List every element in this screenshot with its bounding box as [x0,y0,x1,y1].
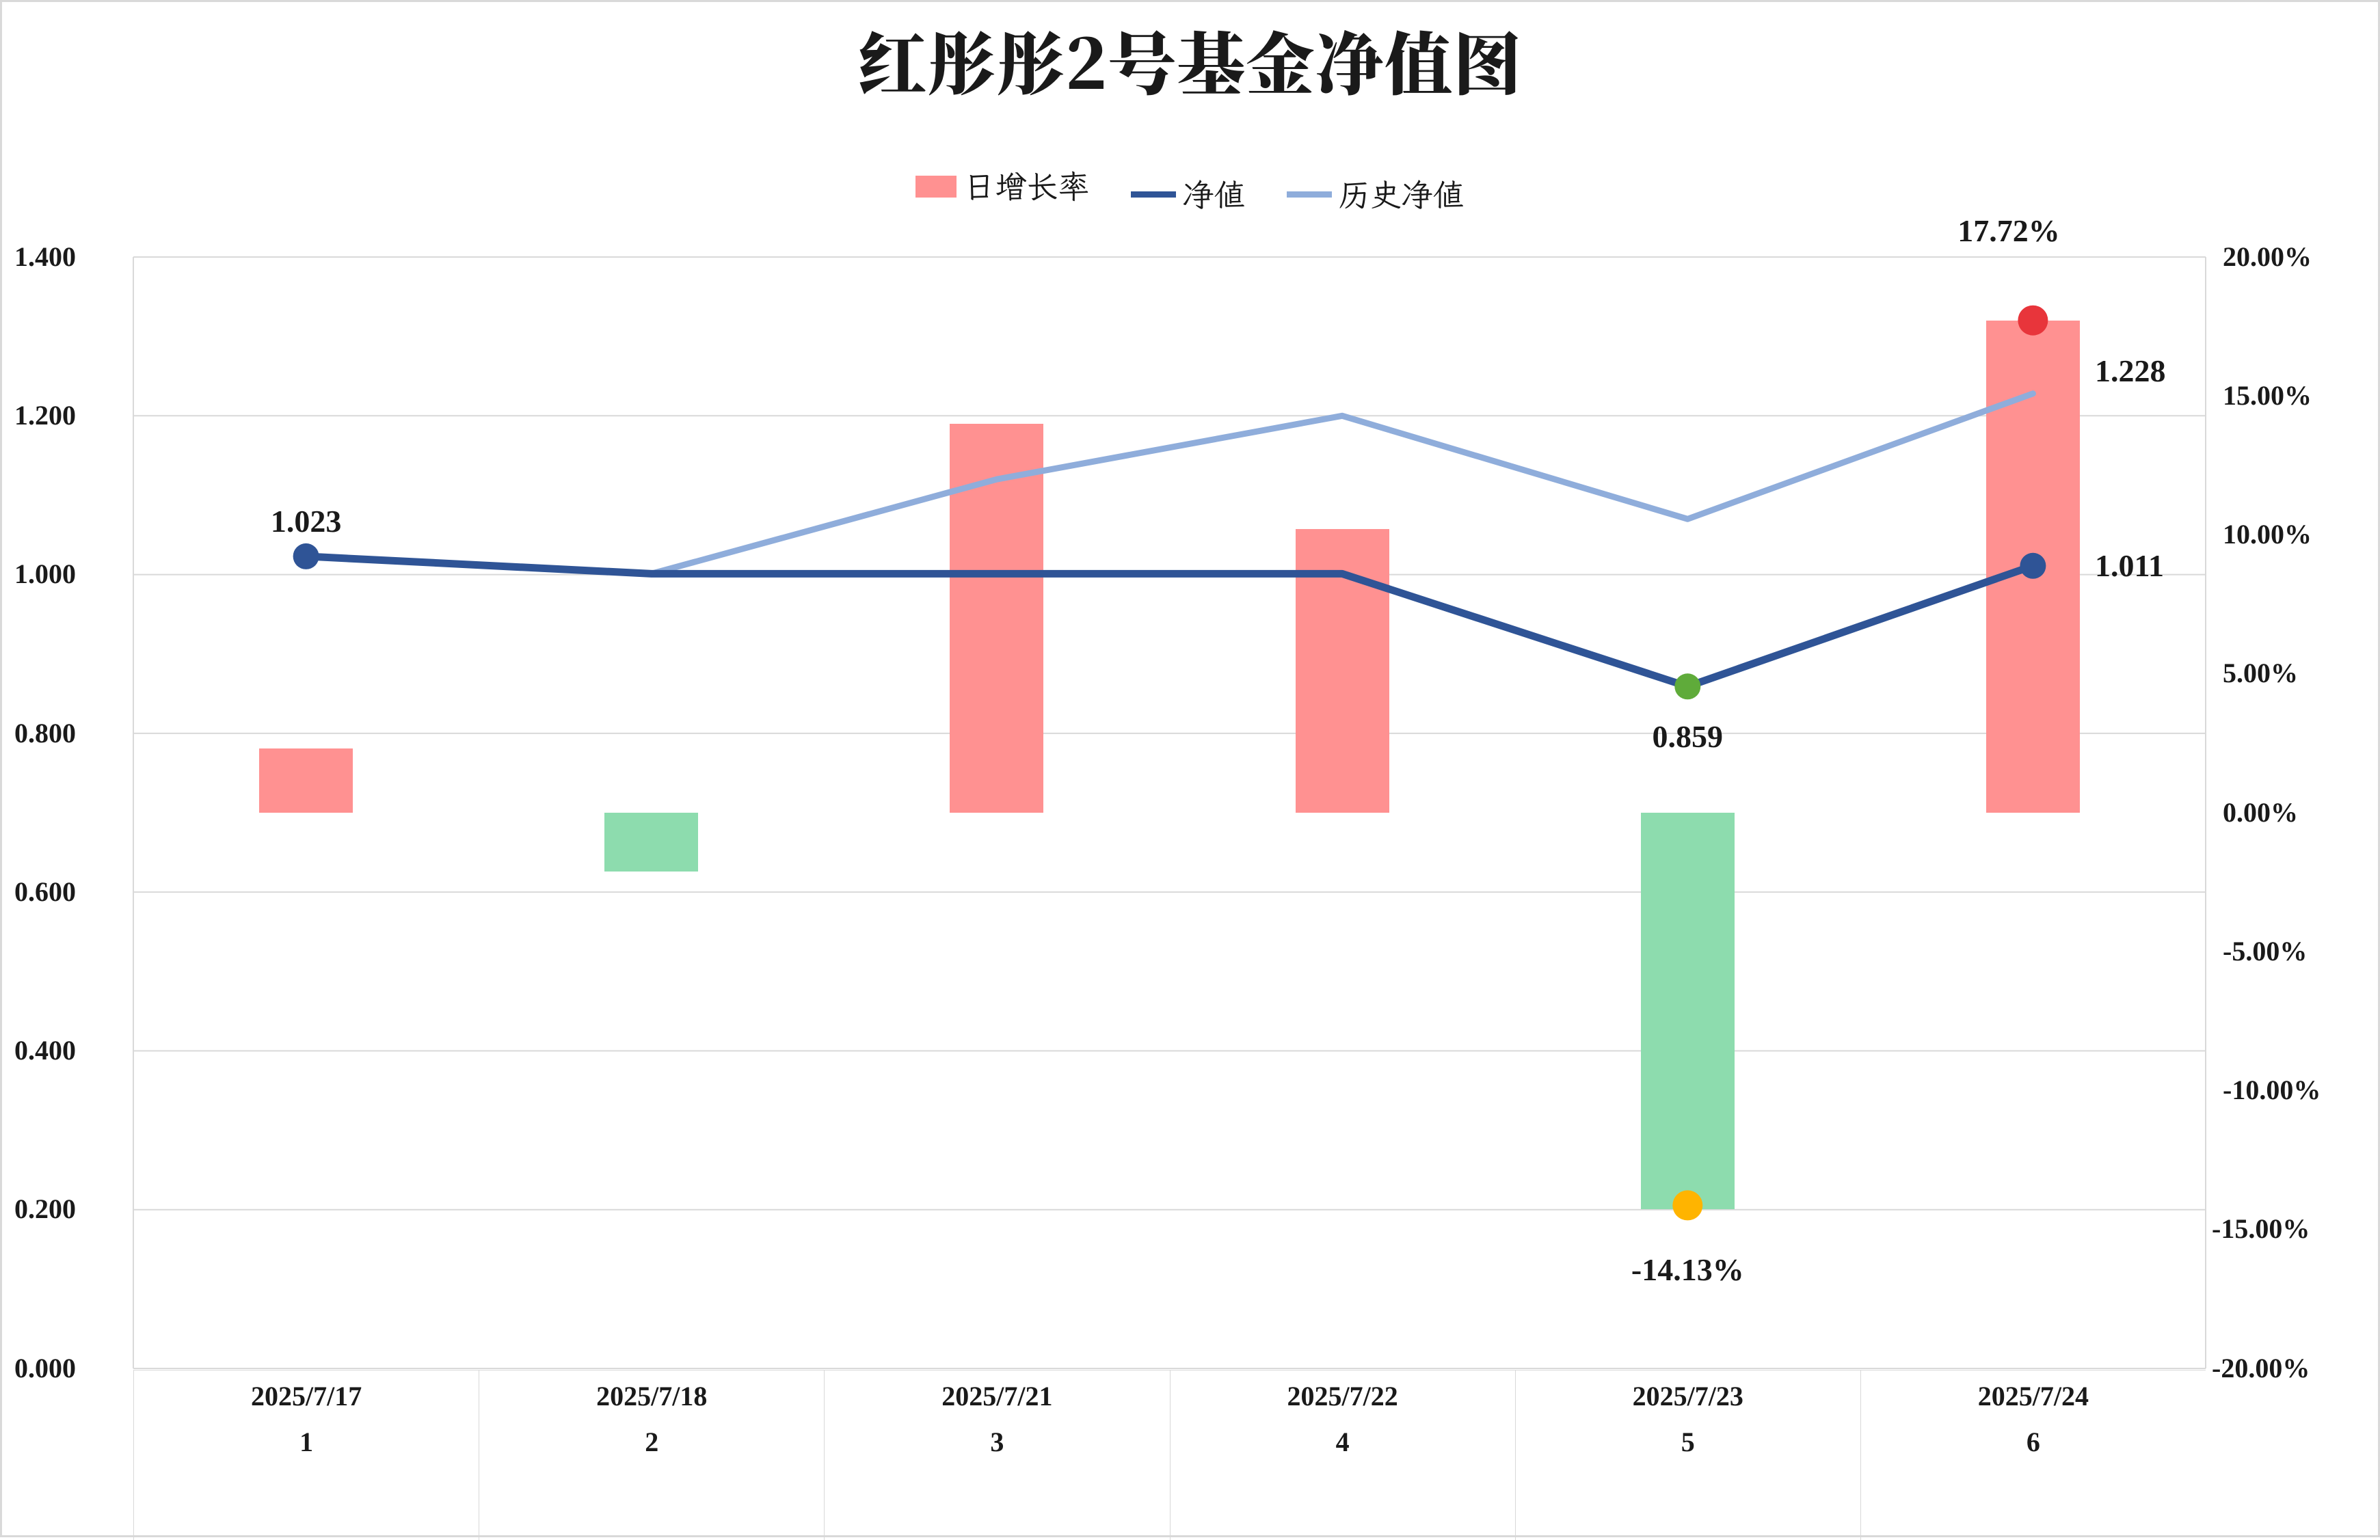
svg-text:1.011: 1.011 [2095,548,2164,583]
svg-text:1.023: 1.023 [271,504,342,539]
svg-text:0.859: 0.859 [1653,719,1724,754]
svg-text:-14.13%: -14.13% [1631,1252,1744,1287]
svg-text:1.228: 1.228 [2095,353,2166,388]
svg-text:17.72%: 17.72% [1957,213,2060,248]
